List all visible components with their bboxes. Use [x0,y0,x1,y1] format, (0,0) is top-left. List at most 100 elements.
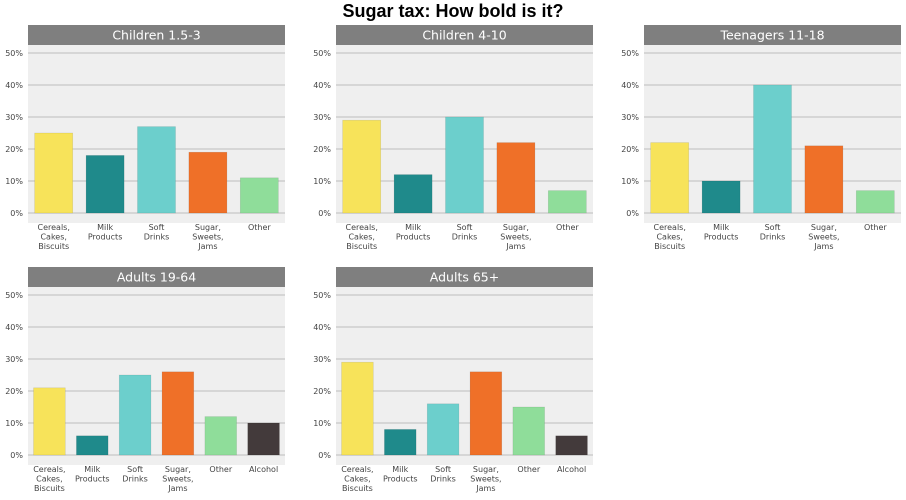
x-tick-label: Sugar, [473,465,499,474]
y-tick-label: 10% [313,419,331,428]
bar [426,403,460,456]
panel-background [28,287,285,465]
x-tick-label: Milk [405,223,421,232]
bar [496,142,536,214]
x-tick-label: Cereals, [346,223,378,232]
y-tick-label: 20% [5,145,23,154]
y-tick-label: 0% [10,451,23,460]
y-tick-label: 40% [313,323,331,332]
x-tick-label: Jams [475,484,495,493]
x-tick-label: Cereals, [654,223,686,232]
x-tick-label: Soft [457,223,473,232]
y-tick-label: 0% [318,209,331,218]
bar [34,132,74,214]
x-tick-label: Cakes, [656,233,682,242]
panel-strip [28,267,285,287]
x-tick-label: Sugar, [503,223,529,232]
bar [512,406,545,456]
panel-title: Adults 65+ [430,270,499,285]
panel-title: Children 1.5-3 [112,28,200,43]
x-tick-label: Drinks [760,233,786,242]
x-tick-label: Soft [765,223,781,232]
x-tick-label: Milk [97,223,113,232]
panel-strip [28,25,285,45]
x-tick-label: Sweets, [192,233,223,242]
y-tick-label: 20% [313,387,331,396]
y-tick-label: 40% [5,323,23,332]
x-tick-label: Biscuits [38,242,69,251]
y-tick-label: 10% [5,177,23,186]
x-tick-label: Milk [713,223,729,232]
x-tick-label: Sugar, [195,223,221,232]
y-tick-label: 30% [313,113,331,122]
x-tick-label: Soft [435,465,451,474]
y-tick-label: 0% [10,209,23,218]
bar [76,435,109,456]
y-tick-label: 40% [313,81,331,90]
x-tick-label: Cakes, [40,233,66,242]
x-tick-label: Other [864,223,887,232]
panel-title: Adults 19-64 [117,270,196,285]
y-tick-label: 30% [5,355,23,364]
x-tick-label: Milk [84,465,100,474]
panel-strip [336,25,593,45]
x-tick-label: Drinks [430,475,456,484]
y-tick-label: 10% [5,419,23,428]
x-tick-label: Biscuits [346,242,377,251]
bar [701,180,741,214]
y-tick-label: 50% [5,291,23,300]
x-tick-label: Sugar, [811,223,837,232]
x-tick-label: Cereals, [341,465,373,474]
panel-title: Teenagers 11-18 [719,28,824,43]
x-tick-label: Cakes, [348,233,374,242]
y-tick-label: 50% [313,291,331,300]
panel-strip [644,25,901,45]
x-tick-label: Other [248,223,271,232]
bar [247,422,280,456]
x-tick-label: Cereals, [33,465,65,474]
y-tick-label: 10% [621,177,639,186]
bar [137,126,176,214]
x-tick-label: Sweets, [500,233,531,242]
y-tick-label: 50% [313,49,331,58]
x-tick-label: Biscuits [34,484,65,493]
y-tick-label: 0% [626,209,639,218]
x-tick-label: Products [88,233,123,242]
bar [239,177,279,214]
y-tick-label: 20% [621,145,639,154]
y-tick-label: 50% [621,49,639,58]
x-tick-label: Drinks [122,475,148,484]
bar [555,435,588,456]
y-tick-label: 50% [5,49,23,58]
panel-background [336,287,593,465]
panel-strip [336,267,593,287]
x-tick-label: Biscuits [654,242,685,251]
y-tick-label: 30% [313,355,331,364]
y-tick-label: 30% [5,113,23,122]
x-tick-label: Drinks [452,233,478,242]
bar [33,387,66,456]
x-tick-label: Other [556,223,579,232]
y-tick-label: 20% [313,145,331,154]
bar [650,142,690,214]
bar [188,151,228,214]
x-tick-label: Soft [149,223,165,232]
x-tick-label: Sugar, [165,465,191,474]
x-tick-label: Cereals, [38,223,70,232]
x-tick-label: Cakes, [344,475,370,484]
y-tick-label: 10% [313,177,331,186]
bar [204,416,237,456]
x-tick-label: Other [209,465,232,474]
x-tick-label: Other [517,465,540,474]
y-tick-label: 20% [5,387,23,396]
x-tick-label: Drinks [144,233,170,242]
x-tick-label: Jams [197,242,217,251]
bar [753,84,792,214]
x-tick-label: Jams [813,242,833,251]
y-tick-label: 40% [621,81,639,90]
bar [384,429,417,456]
x-tick-label: Jams [505,242,525,251]
x-tick-label: Sweets, [162,475,193,484]
chart-title: Sugar tax: How bold is it? [342,1,564,21]
